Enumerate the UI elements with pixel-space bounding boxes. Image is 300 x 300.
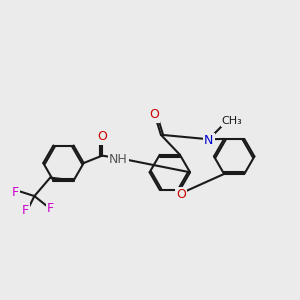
Text: F: F — [47, 202, 54, 214]
Text: O: O — [149, 108, 159, 122]
Text: F: F — [11, 186, 19, 199]
Text: CH₃: CH₃ — [222, 116, 242, 126]
Text: NH: NH — [109, 153, 128, 166]
Text: F: F — [21, 204, 28, 217]
Text: N: N — [204, 134, 214, 147]
Text: O: O — [97, 130, 107, 143]
Text: O: O — [176, 188, 186, 201]
